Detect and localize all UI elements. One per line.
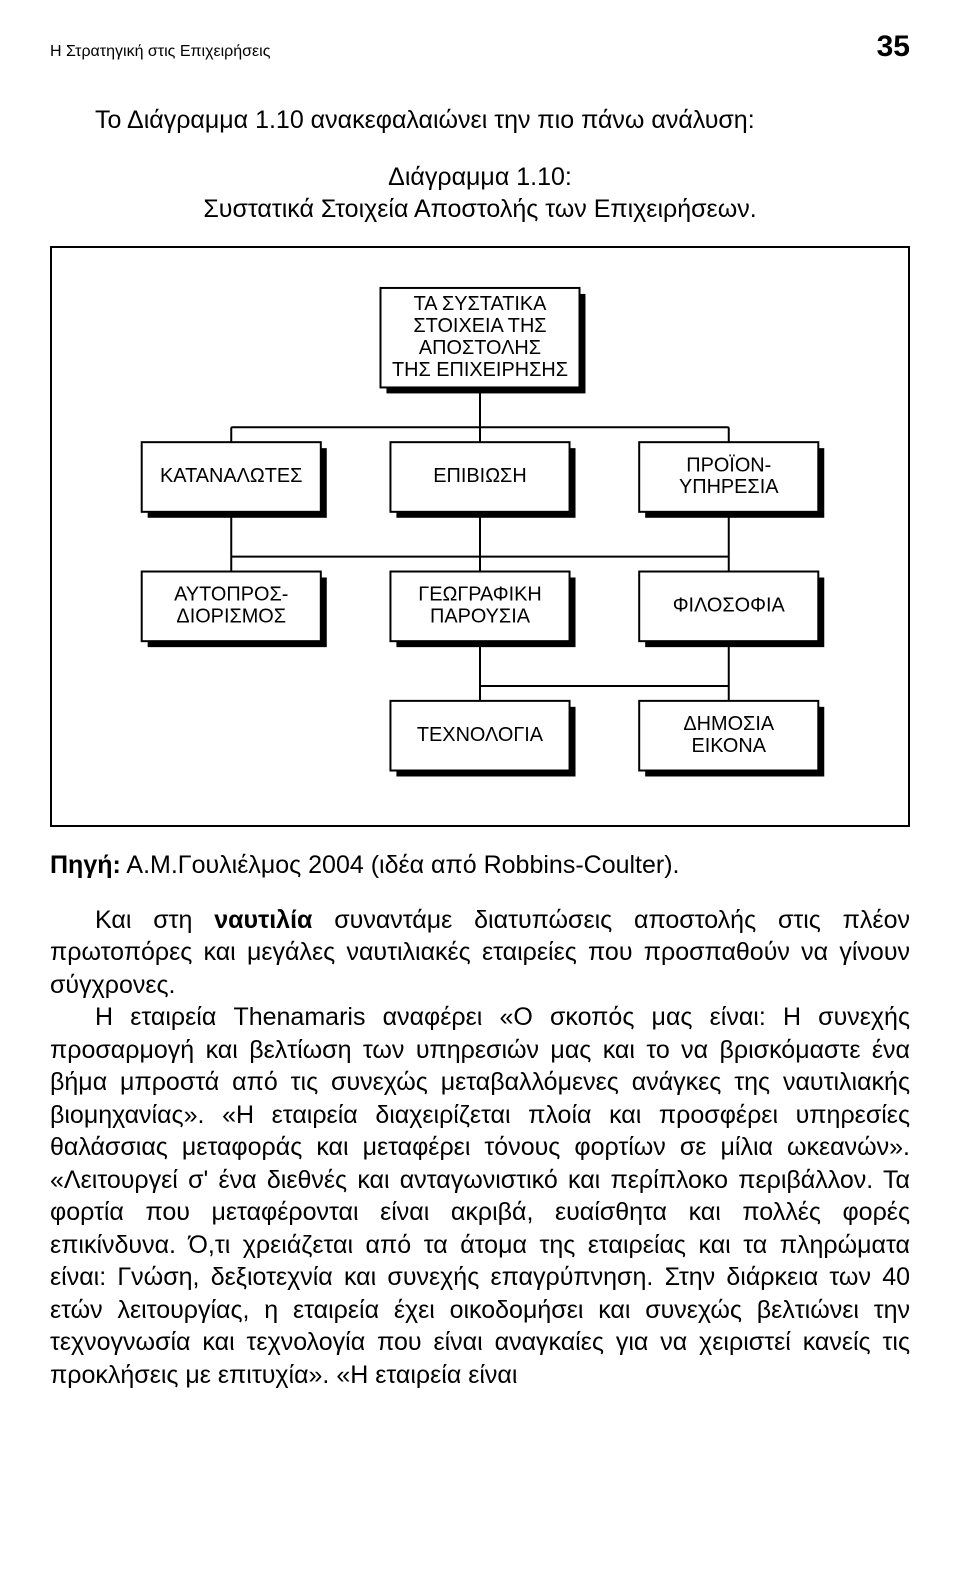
node-row3-1-label: ΔΗΜΟΣΙΑ	[683, 712, 774, 734]
node-row1-2-label: ΠΡΟΪΟΝ-	[686, 454, 771, 476]
node-row1-2-label: ΥΠΗΡΕΣΙΑ	[679, 476, 779, 498]
p1-pre: Και στη	[95, 906, 214, 934]
node-root-label: ΤΗΣ ΕΠΙΧΕΙΡΗΣΗΣ	[392, 358, 568, 380]
node-row1-1-label: ΕΠΙΒΙΩΣΗ	[433, 465, 526, 487]
diagram-frame: ΤΑ ΣΥΣΤΑΤΙΚΑΣΤΟΙΧΕΙΑ ΤΗΣΑΠΟΣΤΟΛΗΣΤΗΣ ΕΠΙ…	[50, 246, 910, 827]
body-paragraph-1: Και στη ναυτιλία συναντάμε διατυπώσεις α…	[50, 904, 910, 1002]
header-title: Η Στρατηγική στις Επιχειρήσεις	[50, 43, 270, 61]
org-chart: ΤΑ ΣΥΣΤΑΤΙΚΑΣΤΟΙΧΕΙΑ ΤΗΣΑΠΟΣΤΟΛΗΣΤΗΣ ΕΠΙ…	[82, 278, 878, 795]
node-row2-0-label: ΔΙΟΡΙΣΜΟΣ	[176, 605, 286, 627]
source-text: Α.Μ.Γουλιέλμος 2004 (ιδέα από Robbins-Co…	[126, 851, 679, 879]
page-number: 35	[877, 30, 910, 64]
node-row2-0-label: ΑΥΤΟΠΡΟΣ-	[174, 583, 288, 605]
body-paragraph-2: Η εταιρεία Thenamaris αναφέρει «Ο σκοπός…	[50, 1001, 910, 1391]
node-row2-2-label: ΦΙΛΟΣΟΦΙΑ	[673, 594, 786, 616]
source-line: Πηγή: Α.Μ.Γουλιέλμος 2004 (ιδέα από Robb…	[50, 851, 910, 880]
page-header: Η Στρατηγική στις Επιχειρήσεις 35	[50, 30, 910, 64]
node-root-label: ΑΠΟΣΤΟΛΗΣ	[419, 336, 541, 358]
node-row1-0-label: ΚΑΤΑΝΑΛΩΤΕΣ	[160, 465, 302, 487]
page: Η Στρατηγική στις Επιχειρήσεις 35 Το Διά…	[0, 0, 960, 1421]
figure-caption-line1: Διάγραμμα 1.10:	[50, 161, 910, 194]
node-root-label: ΤΑ ΣΥΣΤΑΤΙΚΑ	[414, 293, 548, 315]
intro-text: Το Διάγραμμα 1.10 ανακεφαλαιώνει την πιο…	[50, 104, 910, 137]
p1-bold: ναυτιλία	[214, 906, 312, 934]
node-root-label: ΣΤΟΙΧΕΙΑ ΤΗΣ	[413, 315, 546, 337]
source-label: Πηγή:	[50, 851, 121, 879]
node-row3-0-label: ΤΕΧΝΟΛΟΓΙΑ	[417, 723, 544, 745]
node-row2-1-label: ΠΑΡΟΥΣΙΑ	[430, 605, 531, 627]
node-row2-1-label: ΓΕΩΓΡΑΦΙΚΗ	[418, 583, 541, 605]
node-row3-1-label: ΕΙΚΟΝΑ	[691, 734, 766, 756]
figure-caption-line2: Συστατικά Στοιχεία Αποστολής των Επιχειρ…	[50, 193, 910, 226]
